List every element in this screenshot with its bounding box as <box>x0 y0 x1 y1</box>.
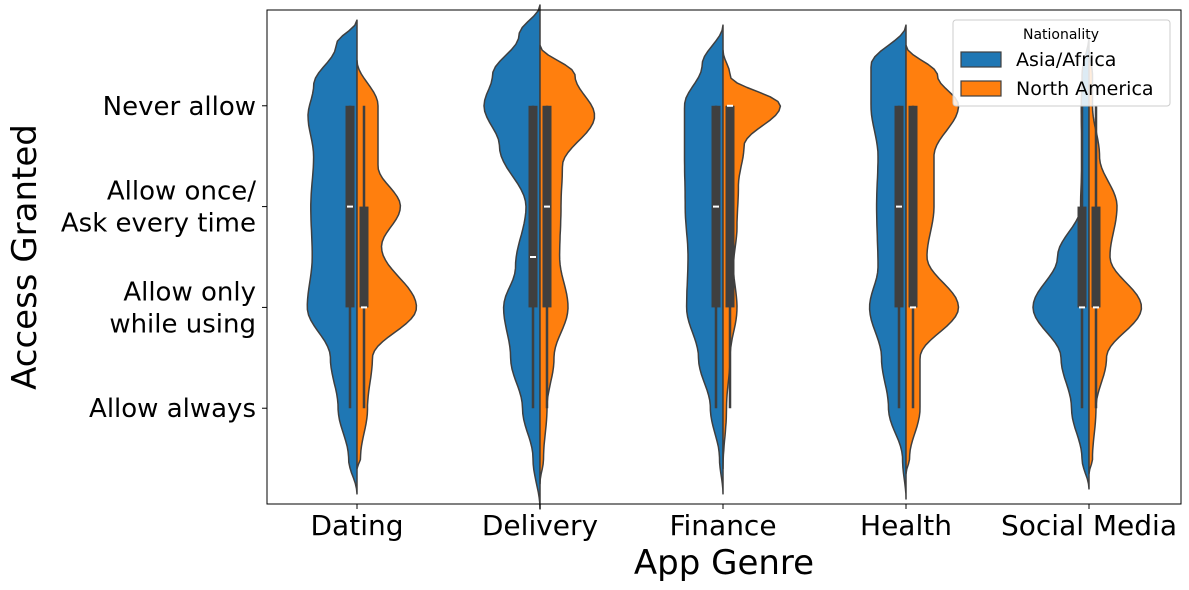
iqr-box-finance-north-america <box>725 105 735 308</box>
x-tick-label: Finance <box>669 509 776 542</box>
legend: Nationality Asia/Africa North America <box>952 19 1171 107</box>
y-axis-title: Access Granted <box>5 124 45 390</box>
y-tick-label: Allow always <box>89 394 256 424</box>
x-axis-title: App Genre <box>634 543 814 583</box>
y-tick-label: Ask every time <box>61 209 256 239</box>
y-tick-label: Allow only <box>123 277 256 307</box>
x-tick-label: Health <box>860 509 952 542</box>
iqr-box-social-media-north-america <box>1091 206 1101 308</box>
iqr-box-social-media-asia-africa <box>1077 206 1087 308</box>
violin-dating-north-america <box>356 59 418 470</box>
iqr-box-health-north-america <box>908 105 918 308</box>
y-tick-label: Never allow <box>103 92 256 122</box>
axis-layer: Never allow Allow once/Ask every time Allo… <box>61 92 1177 542</box>
legend-box <box>952 19 1171 107</box>
iqr-box-delivery-asia-africa <box>528 105 538 308</box>
legend-label: Asia/Africa <box>1016 49 1116 71</box>
legend-swatch <box>960 51 1002 68</box>
legend-label: North America <box>1016 78 1154 100</box>
violin-health-north-america <box>905 44 960 475</box>
plot-area-frame <box>266 9 1182 505</box>
iqr-box-dating-north-america <box>359 206 369 308</box>
x-tick-label: Delivery <box>482 509 598 542</box>
y-tick-label: Allow once/ <box>107 177 256 207</box>
violin-delivery-asia-africa <box>483 4 541 510</box>
violin-dating-asia-africa <box>306 19 358 495</box>
legend-title: Nationality <box>1023 27 1099 43</box>
x-tick-label: Social Media <box>1001 509 1177 542</box>
plot-layer <box>306 4 1143 510</box>
violin-delivery-north-america <box>539 44 596 485</box>
legend-swatch <box>960 80 1002 97</box>
y-tick-label: while using <box>109 309 256 339</box>
x-tick-label: Dating <box>311 509 404 542</box>
